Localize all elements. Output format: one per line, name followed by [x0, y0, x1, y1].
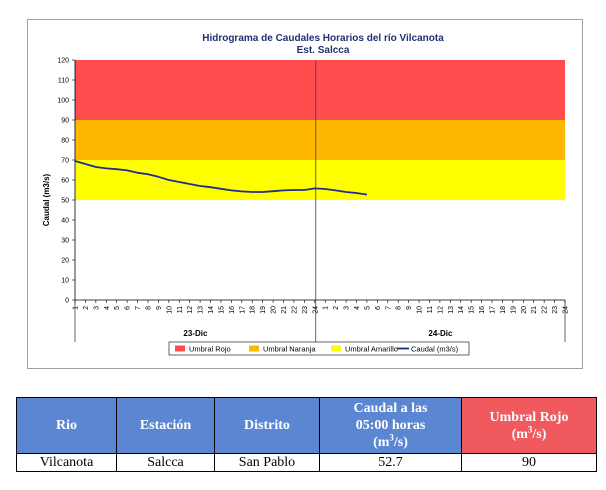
x-tick-label: 3: [344, 306, 351, 310]
x-tick-label: 17: [490, 306, 497, 314]
x-tick-label: 4: [354, 306, 361, 310]
x-tick-label: 4: [104, 306, 111, 310]
table-header-row: Rio Estación Distrito Caudal a las 05:00…: [16, 397, 597, 454]
legend-swatch: [175, 345, 185, 352]
x-tick-label: 23: [552, 306, 559, 314]
day-label: 24-Dic: [428, 329, 453, 338]
band-umbral-amarillo: [75, 160, 565, 200]
x-tick-label: 9: [156, 306, 163, 310]
y-tick-label: 10: [61, 278, 69, 285]
cell-estacion: Salcca: [116, 453, 215, 472]
x-tick-label: 10: [166, 306, 173, 314]
x-tick-label: 15: [469, 306, 476, 314]
x-tick-label: 21: [531, 306, 538, 314]
x-tick-label: 17: [239, 306, 246, 314]
legend-swatch: [249, 345, 259, 352]
threshold-bands: [75, 60, 565, 200]
x-tick-label: 12: [437, 306, 444, 314]
x-tick-label: 13: [198, 306, 205, 314]
y-axis-title: Caudal (m3/s): [42, 173, 51, 226]
x-tick-label: 10: [417, 306, 424, 314]
series-layer: [74, 160, 368, 196]
x-tick-label: 14: [208, 306, 215, 314]
legend-label: Umbral Amarillo: [345, 345, 398, 354]
y-tick-label: 40: [61, 218, 69, 225]
x-tick-label: 20: [521, 306, 528, 314]
header-rio: Rio: [16, 397, 117, 454]
x-tick-label: 21: [281, 306, 288, 314]
cell-umbral: 90: [461, 453, 597, 472]
chart-title: Hidrograma de Caudales Horarios del río …: [202, 33, 444, 44]
x-tick-label: 7: [135, 306, 142, 310]
series-line-caudal: [74, 160, 368, 196]
x-tick-label: 16: [479, 306, 486, 314]
x-tick-label: 2: [83, 306, 90, 310]
y-tick-label: 110: [58, 78, 69, 85]
table-row: Vilcanota Salcca San Pablo 52.7 90: [16, 453, 597, 472]
x-tick-label: 5: [364, 306, 371, 310]
cell-rio: Vilcanota: [16, 453, 117, 472]
chart-svg: Hidrograma de Caudales Horarios del río …: [27, 19, 583, 369]
x-tick-label: 20: [271, 306, 278, 314]
y-tick-label: 90: [61, 118, 69, 125]
x-tick-label: 12: [187, 306, 194, 314]
x-tick-label: 23: [302, 306, 309, 314]
x-tick-label: 8: [396, 306, 403, 310]
x-tick-label: 1: [73, 306, 80, 310]
x-tick-label: 14: [458, 306, 465, 314]
hydrograph-chart: Hidrograma de Caudales Horarios del río …: [27, 19, 583, 369]
x-tick-label: 6: [375, 306, 382, 310]
x-tick-label: 1: [323, 306, 330, 310]
header-caudal: Caudal a las 05:00 horas (m3/s): [319, 397, 462, 454]
x-tick-label: 6: [125, 306, 132, 310]
legend-swatch: [331, 345, 341, 352]
y-tick-label: 80: [61, 138, 69, 145]
x-tick-label: 3: [93, 306, 100, 310]
x-tick-label: 13: [448, 306, 455, 314]
y-tick-label: 50: [61, 198, 69, 205]
band-umbral-naranja: [75, 120, 565, 160]
x-tick-label: 22: [291, 306, 298, 314]
y-tick-label: 20: [61, 258, 69, 265]
x-tick-label: 15: [218, 306, 225, 314]
x-tick-label: 24: [563, 306, 570, 314]
x-tick-label: 18: [500, 306, 507, 314]
header-estacion: Estación: [116, 397, 215, 454]
summary-table: Rio Estación Distrito Caudal a las 05:00…: [16, 397, 597, 472]
chart-subtitle: Est. Salcca: [297, 45, 350, 56]
legend-label: Umbral Naranja: [263, 345, 316, 354]
x-tick-label: 11: [427, 306, 434, 313]
x-tick-label: 22: [542, 306, 549, 314]
y-tick-label: 70: [61, 158, 69, 165]
header-distrito: Distrito: [214, 397, 320, 454]
cell-caudal: 52.7: [319, 453, 462, 472]
x-tick-label: 19: [260, 306, 267, 314]
x-tick-label: 19: [510, 306, 517, 314]
x-tick-label: 16: [229, 306, 236, 314]
y-tick-label: 100: [57, 98, 69, 105]
x-tick-label: 18: [250, 306, 257, 314]
chart-legend: Umbral Rojo Umbral Naranja Umbral Amarillo…: [168, 341, 470, 356]
header-umbral-rojo: Umbral Rojo (m3/s): [461, 397, 597, 454]
x-tick-label: 7: [385, 306, 392, 310]
x-tick-label: 8: [145, 306, 152, 310]
cell-distrito: San Pablo: [214, 453, 320, 472]
x-tick-label: 11: [177, 306, 184, 313]
legend-box: [168, 341, 470, 356]
y-tick-label: 0: [65, 298, 69, 305]
x-tick-label: 5: [114, 306, 121, 310]
legend-label: Umbral Rojo: [189, 345, 231, 354]
band-umbral-rojo: [75, 60, 565, 120]
y-tick-label: 30: [61, 238, 69, 245]
legend-label: Caudal (m3/s): [411, 345, 459, 354]
day-label: 23-Dic: [183, 329, 208, 338]
x-tick-label: 9: [406, 306, 413, 310]
x-tick-label: 2: [333, 306, 340, 310]
y-tick-label: 60: [61, 178, 69, 185]
y-tick-label: 120: [57, 58, 69, 65]
